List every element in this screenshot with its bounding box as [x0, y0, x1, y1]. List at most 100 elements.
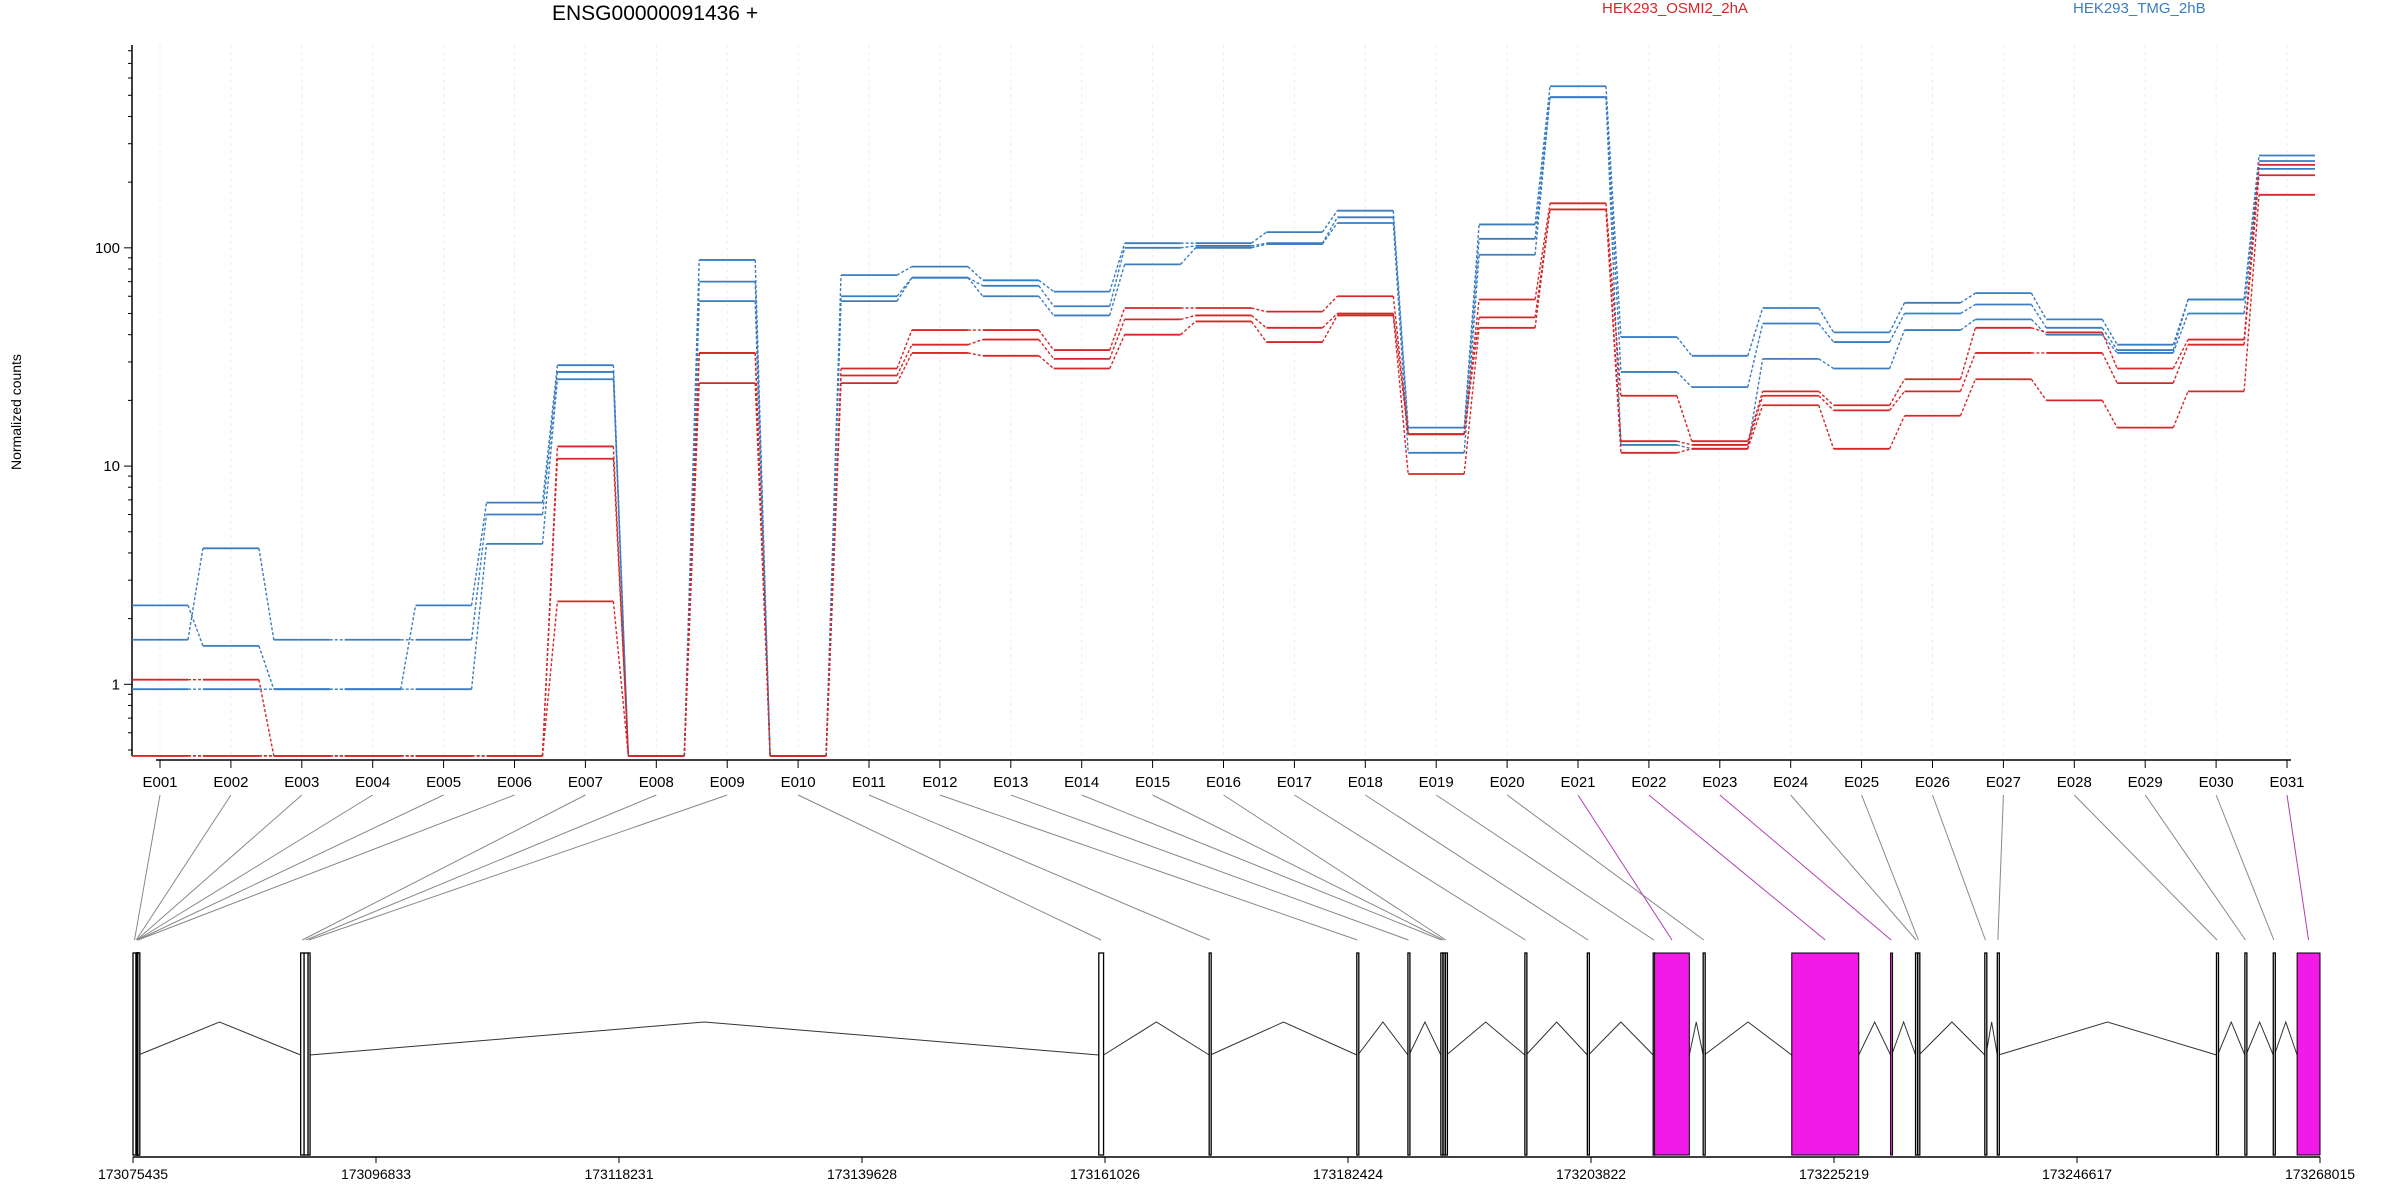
series-connector: [1960, 318, 1976, 331]
series-connector: [1109, 243, 1126, 292]
exon: [1917, 952, 1921, 1156]
series-connector: [825, 368, 842, 756]
y-tick-label: 10: [103, 458, 120, 475]
exon-connector: [797, 794, 1102, 941]
x-tick-label: E012: [922, 774, 957, 791]
exon-connector: [1997, 794, 2004, 941]
series-connector: [1747, 391, 1764, 442]
intron-connector: [1918, 1021, 1986, 1056]
series-connector: [1109, 264, 1126, 316]
x-tick-label: E019: [1419, 774, 1454, 791]
genomic-tick-label: 173203822: [1556, 1166, 1626, 1182]
intron-connector: [1998, 1021, 2217, 1056]
x-tick-label: E018: [1348, 774, 1383, 791]
intron-connector: [1408, 1020, 1442, 1056]
x-tick-label: E027: [1986, 774, 2021, 791]
exon-connector: [1648, 794, 1826, 941]
exon-connector: [1790, 794, 1917, 941]
series-connector: [1818, 390, 1835, 406]
exon-connector: [1294, 794, 1526, 941]
series-connector: [541, 365, 559, 503]
series-connector: [1321, 315, 1338, 343]
series-connector: [1038, 279, 1055, 293]
x-tick-label: E026: [1915, 774, 1950, 791]
series-connector: [258, 645, 275, 690]
series-connector: [612, 446, 629, 756]
exon-connector: [137, 794, 515, 941]
series-connector: [1888, 313, 1906, 343]
series-connector: [825, 301, 842, 756]
series-connector: [2030, 318, 2047, 336]
series-connector: [1676, 336, 1693, 357]
exon-connector: [1861, 794, 1919, 941]
series-connector: [1534, 203, 1551, 300]
series-connector: [825, 383, 842, 756]
series-connector: [1109, 319, 1126, 360]
series-connector: [1251, 231, 1267, 244]
exon-connector: [2073, 794, 2218, 941]
series-line: [132, 193, 2315, 757]
series-line: [132, 96, 2315, 757]
series-connector: [541, 371, 559, 515]
series-connector: [1321, 210, 1338, 233]
exon: [1407, 952, 1411, 1156]
series-connector: [1392, 313, 1409, 435]
series-connector: [258, 548, 275, 640]
exon: [2244, 952, 2248, 1156]
series-connector: [1038, 329, 1055, 351]
series-connector: [754, 383, 771, 756]
series-connector: [967, 352, 983, 357]
x-tick-label: E009: [710, 774, 745, 791]
series-connector: [258, 679, 275, 757]
exon: [2215, 952, 2220, 1156]
series-connector: [967, 266, 984, 281]
genomic-tick-label: 173225219: [1799, 1166, 1869, 1182]
chart-title: ENSG00000091436 +: [552, 2, 759, 25]
series-connector: [1888, 329, 1906, 369]
series-line: [132, 96, 2315, 757]
intron-connector: [1357, 1021, 1409, 1056]
series-connector: [1463, 327, 1480, 475]
series-connector: [1109, 247, 1126, 307]
exon-connector: [2215, 794, 2275, 941]
exon: [307, 952, 311, 1156]
series-connector: [1180, 245, 1196, 249]
x-tick-label: E029: [2128, 774, 2163, 791]
series-connector: [400, 605, 417, 690]
series-connector: [1251, 307, 1267, 313]
intron-connector: [1858, 1020, 1892, 1056]
series-connector: [1463, 254, 1480, 453]
exon-connector: [1577, 794, 1673, 941]
exon-connector: [305, 794, 657, 941]
exon-connector: [1365, 794, 1589, 941]
exon-connector: [1719, 794, 1892, 941]
series-connector: [896, 352, 913, 384]
x-tick-label: E024: [1773, 774, 1808, 791]
exon-connector: [136, 794, 373, 941]
series-connector: [1321, 216, 1338, 244]
series-connector: [1392, 296, 1409, 435]
exon-connector: [137, 794, 444, 941]
series-connector: [470, 543, 488, 690]
series-connector: [896, 266, 913, 276]
series-connector: [1463, 224, 1480, 428]
exon: [1586, 952, 1590, 1156]
series-connector: [1676, 395, 1693, 442]
series-connector: [1959, 327, 1977, 380]
series-connector: [470, 514, 488, 640]
exon: [1996, 952, 2000, 1156]
series-connector: [1392, 210, 1409, 428]
series-connector: [1818, 405, 1835, 450]
exon: [1984, 952, 1988, 1156]
exon-connector: [868, 794, 1210, 941]
series-connector: [683, 383, 700, 756]
exon-connector: [134, 794, 161, 941]
x-tick-label: E003: [284, 774, 319, 791]
series-connector: [1180, 247, 1197, 265]
series-connector: [1676, 440, 1692, 446]
exon-connector: [1506, 794, 1705, 941]
series-connector: [2172, 313, 2189, 354]
series-connector: [1463, 317, 1480, 435]
genomic-tick-label: 173096833: [341, 1166, 411, 1182]
